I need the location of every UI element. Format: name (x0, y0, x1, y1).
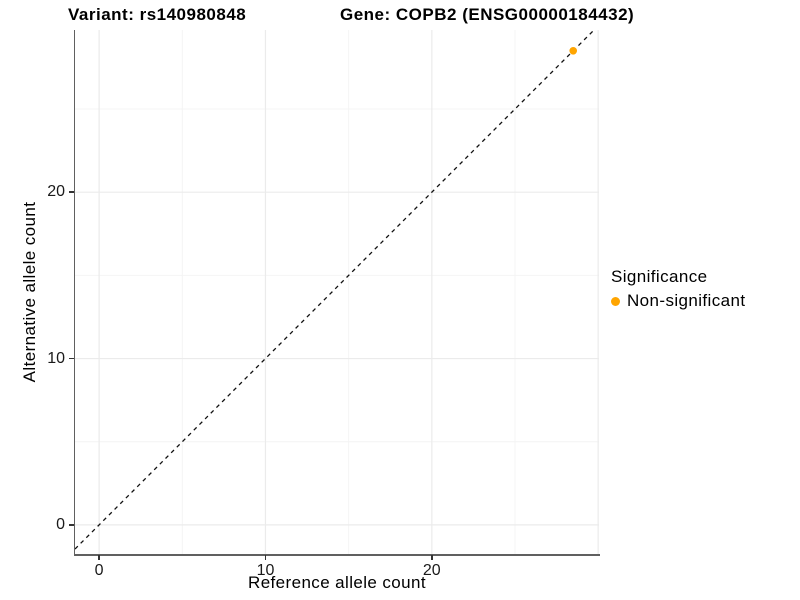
x-tick-mark (264, 554, 267, 560)
y-tick-mark (68, 357, 75, 360)
y-axis-line (73, 30, 76, 556)
x-tick-label: 20 (422, 562, 441, 579)
y-tick-mark (68, 191, 75, 193)
x-tick-mark (431, 554, 433, 560)
x-axis-label: Reference allele count (248, 573, 426, 592)
legend: Significance Non-significant (611, 267, 745, 311)
legend-item-label: Non-significant (627, 291, 746, 310)
plot-title-gene: Gene: COPB2 (ENSG00000184432) (340, 5, 635, 24)
plot-title-variant: Variant: rs140980848 (68, 5, 247, 24)
identity-dashed-line (75, 30, 595, 550)
y-tick-label: 0 (56, 515, 65, 533)
legend-item-non-significant: Non-significant (611, 291, 745, 311)
x-tick-label: 10 (256, 562, 275, 579)
y-tick-mark (68, 524, 75, 526)
x-tick-label: 0 (94, 562, 104, 579)
legend-title: Significance (611, 267, 708, 286)
y-tick-label: 20 (47, 183, 65, 201)
x-tick-mark (98, 554, 100, 560)
legend-point-icon (611, 296, 620, 306)
y-tick-label: 10 (47, 349, 65, 367)
data-point (569, 46, 578, 55)
x-axis-line (73, 554, 600, 556)
plot-panel (75, 30, 599, 554)
